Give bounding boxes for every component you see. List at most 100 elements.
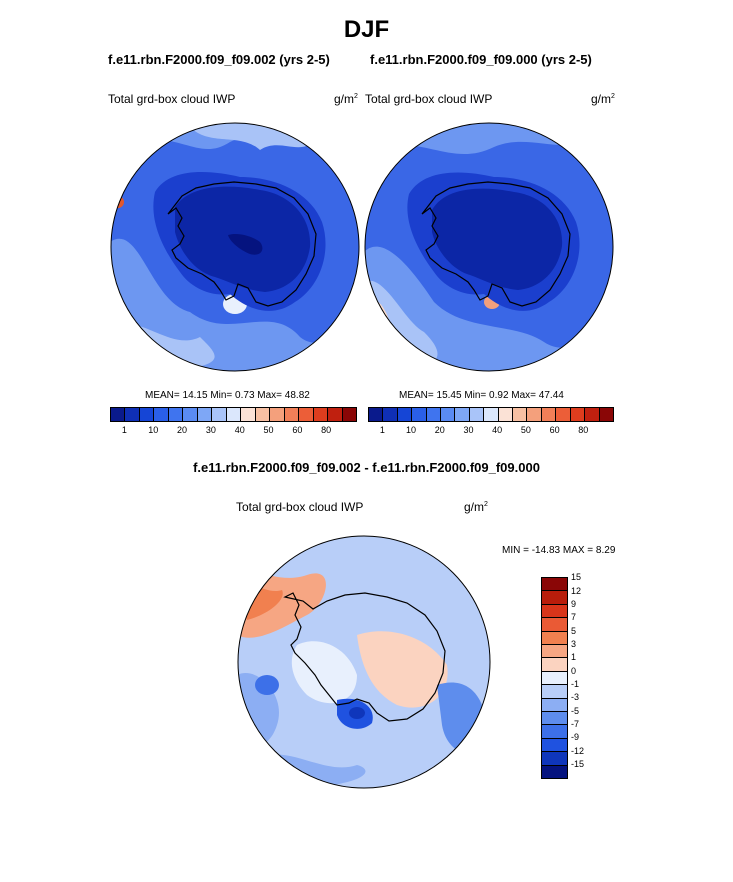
colorbar-swatch: [299, 408, 314, 421]
colorbar-tick-label: 3: [571, 639, 577, 649]
units-superscript: 2: [354, 93, 358, 100]
stats-diff: MIN = -14.83 MAX = 8.29: [502, 545, 616, 556]
colorbar-swatch: [383, 408, 398, 421]
colorbar-right: [368, 407, 614, 422]
map-boundary: [110, 122, 360, 372]
map-boundary: [364, 122, 614, 372]
colorbar-tick-label: 40: [234, 425, 245, 435]
colorbar-swatch: [139, 408, 155, 421]
polar-map-right: [364, 122, 614, 372]
colorbar-swatch: [498, 408, 514, 421]
colorbar-swatch: [542, 645, 567, 659]
colorbar-swatch: [270, 408, 285, 421]
colorbar-swatch: [426, 408, 442, 421]
colorbar-swatch: [541, 408, 557, 421]
colorbar-swatch: [154, 408, 169, 421]
colorbar-tick-label: 60: [549, 425, 560, 435]
colorbar-swatch: [556, 408, 571, 421]
units-label-left: g/m2: [334, 92, 358, 106]
colorbar-swatch: [313, 408, 329, 421]
contour-deepblue: [349, 707, 365, 719]
colorbar-tick-label: 10: [406, 425, 417, 435]
colorbar-tick-label: 50: [520, 425, 531, 435]
colorbar-tick-label: 50: [263, 425, 274, 435]
colorbar-swatch: [469, 408, 485, 421]
colorbar-tick-label: 5: [571, 625, 577, 636]
colorbar-swatch: [342, 408, 356, 421]
colorbar-swatch: [284, 408, 300, 421]
colorbar-swatch: [542, 698, 567, 713]
colorbar-tick-label: 0: [571, 665, 577, 676]
colorbar-swatch: [599, 408, 613, 421]
case-title-right: f.e11.rbn.F2000.f09_f09.000 (yrs 2-5): [370, 52, 592, 67]
colorbar-swatch: [455, 408, 470, 421]
colorbar-tick-label: 30: [205, 425, 216, 435]
polar-map-left: [110, 122, 360, 372]
colorbar-swatch: [255, 408, 271, 421]
colorbar-swatch: [441, 408, 456, 421]
colorbar-swatch: [168, 408, 184, 421]
page-title: DJF: [343, 16, 390, 43]
colorbar-left: [110, 407, 357, 422]
variable-label-left: Total grd-box cloud IWP: [108, 92, 236, 106]
colorbar-swatch: [542, 591, 567, 605]
contour-darkblue: [255, 675, 279, 695]
colorbar-tick-label: 80: [321, 425, 332, 435]
colorbar-swatch: [369, 408, 384, 421]
colorbar-tick-label: 60: [292, 425, 303, 435]
contour-deep: [432, 188, 563, 290]
colorbar-tick-label: 1: [379, 425, 385, 435]
colorbar-swatch: [542, 685, 567, 699]
units-label-diff: g/m2: [464, 500, 488, 514]
colorbar-tick-label: 12: [571, 585, 582, 596]
stats-left: MEAN= 14.15 Min= 0.73 Max= 48.82: [145, 390, 310, 401]
colorbar-swatch: [542, 738, 567, 753]
units-superscript: 2: [484, 501, 488, 508]
contour-peach: [357, 631, 448, 708]
colorbar-swatch: [212, 408, 227, 421]
colorbar-tick-label: 40: [492, 425, 503, 435]
colorbar-tick-label: 9: [571, 599, 577, 609]
colorbar-swatch: [542, 578, 567, 592]
colorbar-tick-label: 7: [571, 612, 577, 623]
units-label-right: g/m2: [591, 92, 615, 106]
colorbar-swatch: [484, 408, 499, 421]
colorbar-tick-label: -3: [571, 692, 580, 703]
colorbar-swatch: [542, 752, 567, 766]
colorbar-swatch: [241, 408, 256, 421]
colorbar-diff: [541, 577, 568, 779]
colorbar-swatch: [542, 604, 567, 619]
map-boundary: [237, 535, 491, 789]
units-text: g/m: [464, 500, 485, 514]
colorbar-swatch: [585, 408, 600, 421]
colorbar-swatch: [226, 408, 242, 421]
colorbar-tick-label: -15: [571, 759, 585, 769]
colorbar-tick-label: 1: [571, 652, 577, 663]
contour-white: [291, 641, 357, 704]
variable-label-right: Total grd-box cloud IWP: [365, 92, 493, 106]
contour-darkest: [228, 233, 263, 255]
colorbar-tick-label: 10: [148, 425, 159, 435]
colorbar-tick-label: 80: [578, 425, 589, 435]
colorbar-swatch: [397, 408, 413, 421]
colorbar-swatch: [542, 725, 567, 739]
contour-light: [365, 123, 613, 155]
colorbar-swatch: [570, 408, 586, 421]
colorbar-tick-label: -9: [571, 732, 580, 743]
colorbar-swatch: [542, 712, 567, 726]
colorbar-tick-label: 30: [463, 425, 474, 435]
colorbar-tick-label: -7: [571, 719, 580, 729]
colorbar-tick-label: -5: [571, 705, 580, 716]
colorbar-tick-label: 15: [571, 572, 582, 583]
colorbar-swatch: [542, 765, 567, 779]
antarctica-coastline: [421, 181, 571, 307]
colorbar-swatch: [542, 618, 567, 632]
colorbar-swatch: [542, 658, 567, 672]
colorbar-swatch: [111, 408, 126, 421]
colorbar-swatch: [542, 631, 567, 646]
colorbar-tick-label: -12: [571, 745, 585, 756]
colorbar-tick-label: 20: [177, 425, 188, 435]
colorbar-swatch: [197, 408, 213, 421]
colorbar-swatch: [125, 408, 140, 421]
colorbar-tick-label: -1: [571, 679, 580, 689]
